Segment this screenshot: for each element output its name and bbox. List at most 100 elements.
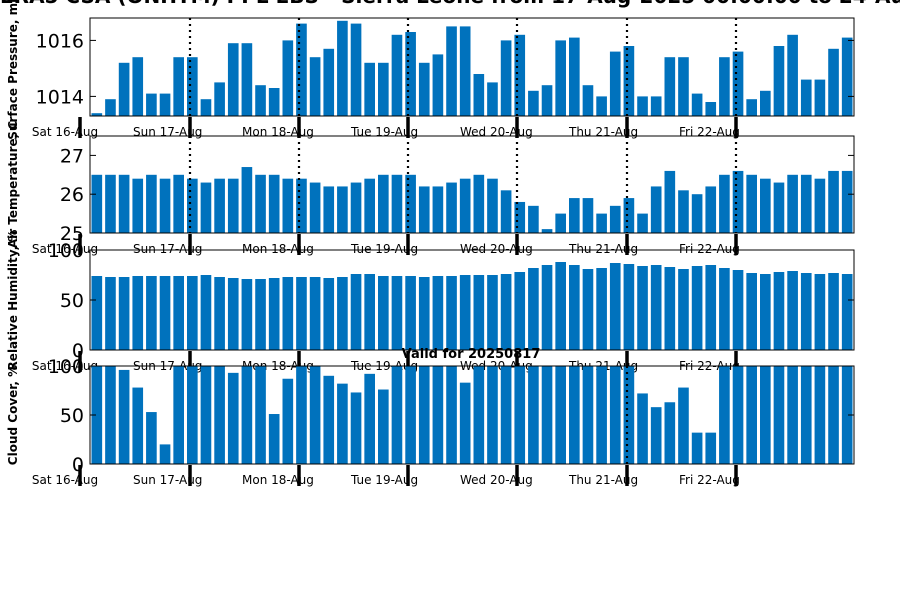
bar bbox=[705, 265, 717, 350]
bars bbox=[91, 20, 853, 117]
bar bbox=[282, 378, 294, 464]
bar bbox=[118, 62, 130, 116]
bar bbox=[760, 274, 771, 350]
bar bbox=[268, 174, 280, 233]
bar bbox=[309, 57, 321, 116]
bar bbox=[282, 277, 294, 350]
x-tick-label: Thu 21-Aug bbox=[568, 473, 638, 487]
bar bbox=[282, 40, 294, 116]
bar bbox=[200, 182, 212, 233]
bar bbox=[582, 366, 594, 464]
bar bbox=[378, 389, 389, 464]
bar bbox=[391, 34, 403, 116]
bar bbox=[623, 264, 635, 350]
chart-panels: 1014 1016 Surface Pressure, mb Sat 16-Aug Su… bbox=[6, 0, 855, 487]
y-axis-label: Relative Humidity, % bbox=[6, 230, 20, 371]
bar bbox=[132, 387, 144, 464]
bar bbox=[841, 170, 853, 233]
bar bbox=[255, 279, 266, 350]
bar bbox=[105, 99, 116, 116]
y-tick-label: 50 bbox=[60, 405, 84, 427]
bar bbox=[623, 198, 635, 233]
bar bbox=[146, 412, 157, 464]
bar bbox=[678, 269, 689, 350]
bar bbox=[732, 366, 744, 464]
x-tick-label: Mon 18-Aug bbox=[242, 473, 314, 487]
bar bbox=[719, 268, 730, 350]
bar bbox=[705, 186, 717, 233]
x-tick-label: Tue 19-Aug bbox=[350, 242, 418, 256]
bar bbox=[814, 274, 826, 350]
bar bbox=[528, 366, 539, 464]
y-tick-label: 26 bbox=[60, 184, 84, 206]
bar bbox=[241, 279, 253, 350]
bar bbox=[609, 205, 621, 233]
bar bbox=[187, 276, 198, 350]
bar bbox=[323, 48, 335, 116]
bar bbox=[296, 178, 307, 233]
bar bbox=[118, 174, 130, 233]
bar bbox=[418, 62, 430, 116]
bar bbox=[323, 186, 335, 233]
bar bbox=[473, 275, 485, 350]
bar bbox=[773, 46, 785, 116]
bar bbox=[514, 272, 526, 350]
bar bbox=[650, 186, 662, 233]
bar bbox=[637, 96, 648, 116]
bar bbox=[105, 366, 116, 464]
bar bbox=[787, 34, 798, 116]
bar bbox=[664, 267, 676, 350]
bar bbox=[623, 46, 635, 116]
bar bbox=[760, 90, 771, 116]
bar bbox=[364, 62, 375, 116]
x-tick-label: Sun 17-Aug bbox=[133, 473, 202, 487]
bar bbox=[432, 366, 444, 464]
bar bbox=[309, 277, 321, 350]
bar bbox=[705, 102, 717, 116]
bar bbox=[664, 170, 676, 233]
y-tick-label: 1014 bbox=[36, 86, 84, 108]
bar bbox=[405, 32, 416, 116]
bar bbox=[146, 174, 157, 233]
bar bbox=[268, 278, 280, 350]
y-tick-label: 100 bbox=[48, 240, 84, 262]
bar bbox=[746, 174, 757, 233]
bar bbox=[500, 40, 512, 116]
bar bbox=[459, 26, 471, 116]
bars bbox=[91, 262, 853, 350]
bar bbox=[787, 271, 798, 350]
bar bbox=[214, 82, 225, 116]
bar bbox=[132, 178, 144, 233]
bar bbox=[146, 93, 157, 116]
bar bbox=[732, 270, 744, 350]
bar bbox=[173, 366, 184, 464]
bar bbox=[159, 178, 171, 233]
bar bbox=[391, 276, 403, 350]
bar bbox=[337, 20, 348, 116]
bar bbox=[828, 366, 839, 464]
bar bbox=[282, 178, 294, 233]
bar bbox=[391, 366, 403, 464]
y-tick-label: 50 bbox=[60, 290, 84, 312]
bar bbox=[623, 366, 635, 464]
bar bbox=[118, 277, 130, 350]
bar bbox=[173, 276, 184, 350]
chart-title: ERA5 CSA (ONHTM) PPL EBS - Sierra Leone … bbox=[0, 0, 900, 8]
bar bbox=[569, 366, 580, 464]
bar bbox=[691, 93, 703, 116]
bar bbox=[446, 366, 457, 464]
valid-label: Valid for 20250817 bbox=[402, 347, 541, 362]
bar bbox=[91, 113, 103, 116]
bar bbox=[664, 402, 676, 464]
bar bbox=[159, 276, 171, 350]
bar bbox=[159, 444, 171, 464]
x-tick-label: Tue 19-Aug bbox=[350, 473, 418, 487]
panel-1: 1014 1016 Surface Pressure, mb Sat 16-Aug Su… bbox=[6, 0, 855, 140]
bar bbox=[459, 382, 471, 464]
bar bbox=[719, 366, 730, 464]
bar bbox=[91, 174, 103, 233]
bar bbox=[132, 276, 144, 350]
bar bbox=[241, 167, 253, 233]
bar bbox=[268, 88, 280, 116]
bar bbox=[241, 43, 253, 117]
